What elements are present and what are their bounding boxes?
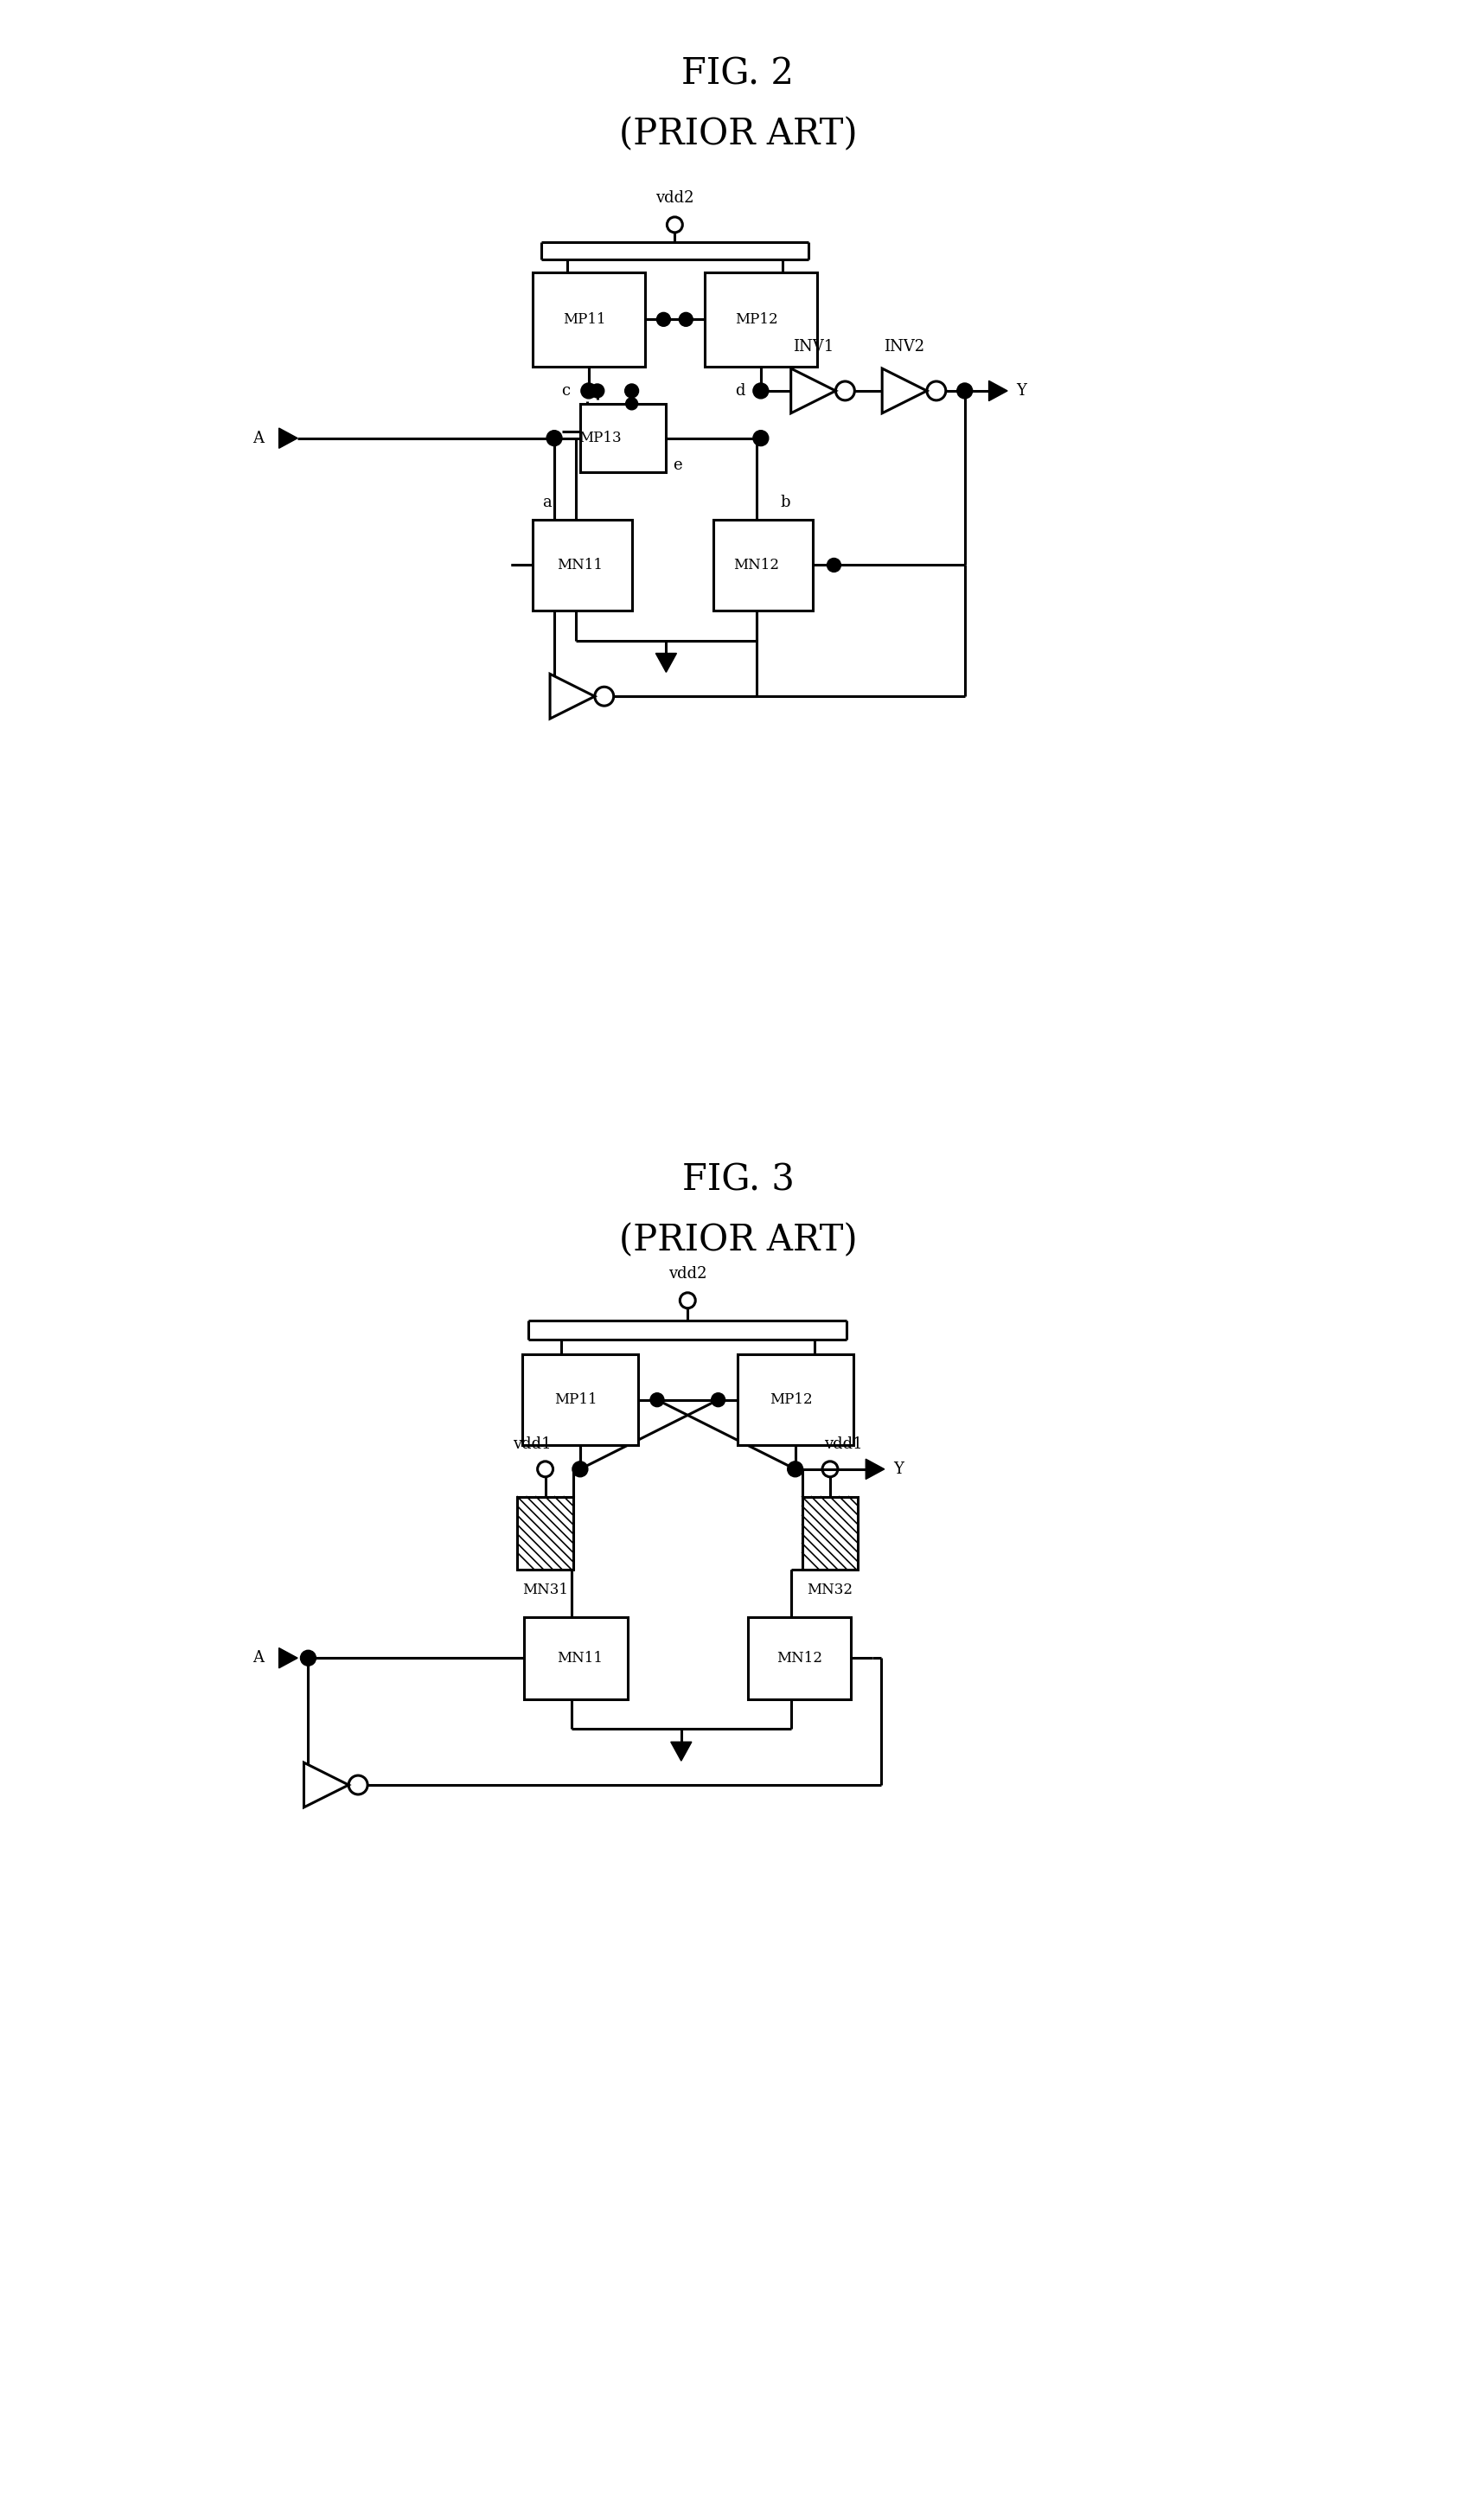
Circle shape — [626, 398, 638, 411]
Bar — [737, 1356, 853, 1444]
Text: MN32: MN32 — [807, 1583, 853, 1598]
Text: INV2: INV2 — [884, 340, 925, 355]
Circle shape — [590, 383, 604, 398]
Circle shape — [651, 1394, 664, 1406]
Polygon shape — [883, 368, 927, 413]
Text: b: b — [781, 494, 791, 512]
Text: MP11: MP11 — [562, 312, 605, 328]
Text: MP11: MP11 — [555, 1394, 598, 1406]
Circle shape — [301, 1651, 316, 1666]
Text: vdd1: vdd1 — [514, 1436, 552, 1452]
Circle shape — [573, 1462, 587, 1477]
Text: d: d — [735, 383, 745, 398]
Bar — [748, 1618, 852, 1698]
Text: vdd2: vdd2 — [669, 1265, 707, 1283]
Polygon shape — [670, 1741, 692, 1761]
Polygon shape — [655, 653, 676, 673]
Text: MP12: MP12 — [769, 1394, 812, 1406]
Text: e: e — [673, 456, 682, 474]
Bar — [533, 519, 632, 610]
Bar — [524, 1618, 627, 1698]
Circle shape — [753, 431, 769, 446]
Text: a: a — [542, 494, 552, 512]
Bar — [580, 403, 666, 474]
Polygon shape — [304, 1761, 348, 1807]
Circle shape — [788, 1462, 803, 1477]
Text: MN12: MN12 — [734, 557, 779, 572]
Text: MN11: MN11 — [558, 557, 604, 572]
Circle shape — [657, 312, 670, 325]
Text: (PRIOR ART): (PRIOR ART) — [618, 1222, 858, 1257]
Text: MN11: MN11 — [558, 1651, 604, 1666]
Circle shape — [624, 383, 639, 398]
Text: Y: Y — [893, 1462, 903, 1477]
Bar — [713, 519, 812, 610]
Bar — [706, 272, 816, 368]
Circle shape — [753, 383, 769, 398]
Bar — [801, 1497, 858, 1570]
Circle shape — [827, 559, 841, 572]
Text: vdd2: vdd2 — [655, 189, 694, 207]
Text: (PRIOR ART): (PRIOR ART) — [618, 116, 858, 154]
Circle shape — [679, 312, 692, 325]
Circle shape — [711, 1394, 725, 1406]
Polygon shape — [279, 428, 298, 449]
Text: INV1: INV1 — [793, 340, 834, 355]
Text: FIG. 2: FIG. 2 — [682, 55, 794, 93]
Polygon shape — [989, 381, 1008, 401]
Text: MP13: MP13 — [579, 431, 621, 446]
Polygon shape — [791, 368, 835, 413]
Bar — [517, 1497, 573, 1570]
Polygon shape — [551, 673, 595, 718]
Text: MN12: MN12 — [776, 1651, 822, 1666]
Text: A: A — [252, 1651, 263, 1666]
Text: c: c — [561, 383, 570, 398]
Circle shape — [956, 383, 973, 398]
Text: MP12: MP12 — [735, 312, 778, 328]
Polygon shape — [279, 1648, 298, 1668]
Circle shape — [582, 383, 596, 398]
Text: MN31: MN31 — [523, 1583, 568, 1598]
Bar — [533, 272, 645, 368]
Circle shape — [546, 431, 562, 446]
Polygon shape — [866, 1459, 884, 1479]
Text: FIG. 3: FIG. 3 — [682, 1162, 794, 1197]
Text: Y: Y — [1017, 383, 1027, 398]
Text: vdd1: vdd1 — [824, 1436, 862, 1452]
Text: A: A — [252, 431, 263, 446]
Bar — [523, 1356, 638, 1444]
